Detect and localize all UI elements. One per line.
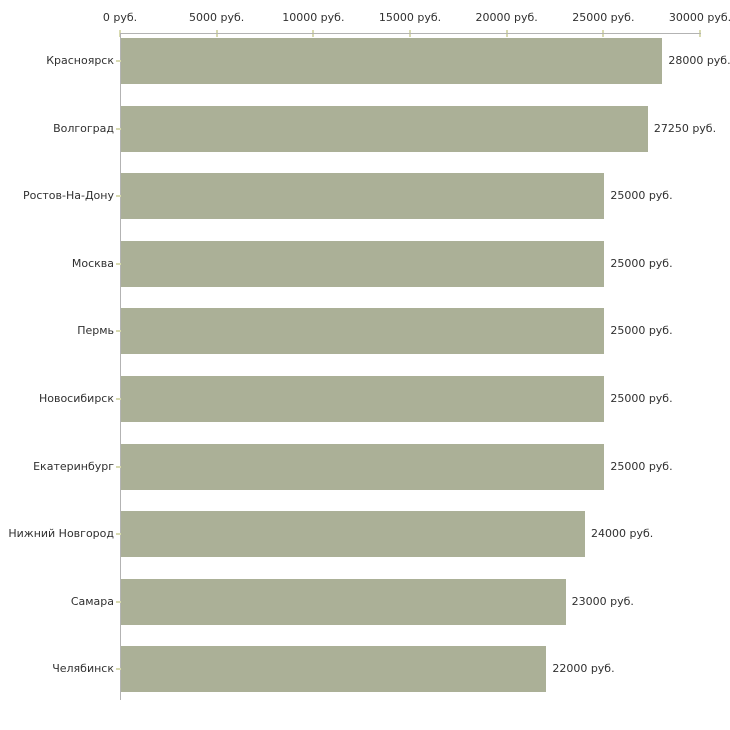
value-label: 25000 руб. [610, 256, 673, 270]
y-axis-row-tick [116, 195, 123, 198]
value-label: 28000 руб. [668, 54, 730, 67]
y-axis-row-tick [116, 330, 123, 333]
bar [121, 105, 648, 152]
y-axis-row-tick [116, 60, 123, 62]
category-label: Волгоград [53, 121, 114, 135]
value-label: 25000 руб. [610, 189, 673, 203]
bar [121, 376, 605, 422]
y-axis-row-tick [116, 398, 123, 400]
category-label: Ростов-На-Дону [22, 189, 114, 203]
category-label: Самара [70, 594, 114, 608]
value-label: 27250 руб. [653, 121, 717, 135]
x-axis-tick-label: 0 руб. [102, 11, 138, 24]
value-label: 22000 руб. [552, 662, 615, 676]
bar [121, 443, 605, 490]
value-label: 23000 руб. [571, 594, 634, 608]
y-axis-row-tick [116, 533, 123, 536]
value-label: 25000 руб. [610, 324, 673, 338]
y-axis-row-tick [116, 127, 123, 130]
value-label: 25000 руб. [610, 392, 673, 405]
category-label: Красноярск [46, 54, 114, 67]
x-axis-line [120, 33, 701, 34]
y-axis-row-tick [116, 262, 123, 265]
y-axis-row-tick [116, 465, 123, 468]
bar [121, 240, 605, 287]
x-axis-tick-label: 25000 руб. [572, 11, 635, 24]
bar [121, 511, 585, 558]
category-label: Нижний Новгород [8, 527, 114, 541]
value-label: 25000 руб. [610, 459, 673, 473]
x-axis-tick-label: 5000 руб. [189, 11, 245, 24]
bar [121, 646, 547, 693]
x-axis-tick-label: 20000 руб. [475, 11, 538, 24]
x-axis-tick-label: 10000 руб. [282, 11, 345, 24]
bar [121, 173, 605, 220]
category-label: Пермь [77, 324, 114, 338]
category-label: Москва [71, 256, 114, 270]
category-label: Екатеринбург [33, 459, 114, 473]
value-label: 24000 руб. [591, 527, 654, 541]
bar [121, 578, 566, 625]
x-axis-tick-label: 30000 руб. [668, 11, 730, 24]
bar [121, 38, 663, 84]
category-label: Новосибирск [38, 392, 114, 405]
y-axis-row-tick [116, 600, 123, 603]
bar [121, 308, 605, 355]
category-label: Челябинск [52, 662, 114, 676]
y-axis-line [120, 33, 121, 700]
x-axis-tick-label: 15000 руб. [378, 11, 442, 24]
y-axis-row-tick [116, 668, 123, 671]
